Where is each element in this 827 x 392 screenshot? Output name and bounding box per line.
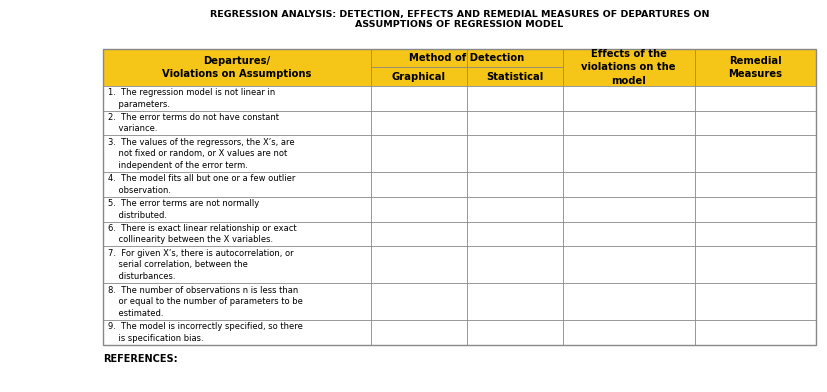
Text: REGRESSION ANALYSIS: DETECTION, EFFECTS AND REMEDIAL MEASURES OF DEPARTURES ON: REGRESSION ANALYSIS: DETECTION, EFFECTS … (209, 10, 709, 19)
Text: 4.  The model fits all but one or a few outlier
    observation.: 4. The model fits all but one or a few o… (108, 174, 295, 195)
Bar (103, 111, 815, 135)
Bar (103, 86, 815, 111)
Text: REFERENCES:: REFERENCES: (103, 354, 178, 364)
Text: ASSUMPTIONS OF REGRESSION MODEL: ASSUMPTIONS OF REGRESSION MODEL (355, 20, 563, 29)
Bar (103, 221, 815, 246)
Text: Effects of the
violations on the
model: Effects of the violations on the model (581, 49, 675, 86)
Text: Graphical: Graphical (391, 72, 445, 82)
Text: 6.  There is exact linear relationship or exact
    collinearity between the X v: 6. There is exact linear relationship or… (108, 224, 297, 244)
Text: Statistical: Statistical (485, 72, 543, 82)
Text: 9.  The model is incorrectly specified, so there
    is specification bias.: 9. The model is incorrectly specified, s… (108, 322, 303, 343)
Text: Departures/
Violations on Assumptions: Departures/ Violations on Assumptions (162, 56, 311, 79)
Bar (103, 49, 815, 86)
Text: 1.  The regression model is not linear in
    parameters.: 1. The regression model is not linear in… (108, 88, 275, 109)
Bar (103, 320, 815, 345)
Text: 8.  The number of observations n is less than
    or equal to the number of para: 8. The number of observations n is less … (108, 286, 303, 318)
Text: 5.  The error terms are not normally
    distributed.: 5. The error terms are not normally dist… (108, 199, 260, 220)
Bar (103, 135, 815, 172)
Bar (103, 172, 815, 197)
Text: 7.  For given X’s, there is autocorrelation, or
    serial correlation, between : 7. For given X’s, there is autocorrelati… (108, 249, 294, 281)
Text: 2.  The error terms do not have constant
    variance.: 2. The error terms do not have constant … (108, 113, 280, 133)
Bar (103, 197, 815, 221)
Text: Remedial
Measures: Remedial Measures (727, 56, 782, 79)
Bar (103, 283, 815, 320)
Bar (103, 246, 815, 283)
Bar (103, 49, 815, 345)
Text: 3.  The values of the regressors, the X’s, are
    not fixed or random, or X val: 3. The values of the regressors, the X’s… (108, 138, 294, 170)
Text: Method of Detection: Method of Detection (409, 53, 523, 63)
